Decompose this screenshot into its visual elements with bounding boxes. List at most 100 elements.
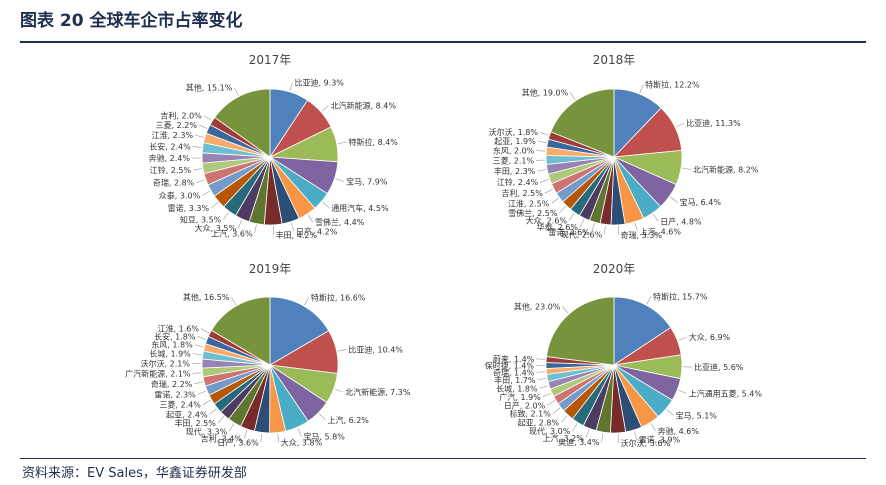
- title-rule: [20, 41, 866, 43]
- leader-line: [194, 344, 204, 348]
- slice-label: 丰田, 4.2%: [276, 230, 318, 240]
- leader-line: [197, 336, 206, 340]
- leader-line: [334, 388, 344, 393]
- slice-label: 宝马, 5.8%: [303, 431, 345, 441]
- slice-label: 广汽, 1.9%: [499, 392, 541, 402]
- leader-line: [682, 167, 692, 170]
- slice-label: 起亚, 2.8%: [518, 418, 560, 427]
- leader-line: [562, 306, 569, 314]
- leader-line: [603, 225, 606, 235]
- slice-label: 长城, 1.9%: [149, 349, 191, 359]
- slice-label: 长安, 2.4%: [149, 141, 191, 151]
- slice-label: 广汽新能源, 2.1%: [125, 369, 191, 379]
- slice-label: 沃尔沃, 3.6%: [621, 438, 671, 448]
- leader-line: [678, 336, 687, 341]
- slice-label: 特斯拉, 12.2%: [645, 80, 700, 90]
- leader-line: [192, 353, 202, 356]
- leader-line: [678, 389, 687, 394]
- leader-line: [652, 213, 659, 222]
- leader-line: [192, 146, 202, 148]
- slice-label: 上汽, 3.6%: [211, 229, 253, 239]
- leader-line: [198, 124, 208, 129]
- slice-label: 北汽新能源, 8.2%: [693, 164, 759, 174]
- slice-label: 现代, 3.3%: [186, 427, 228, 437]
- chart-title: 2018年: [593, 53, 636, 67]
- pie-slice: [613, 296, 672, 366]
- leader-line: [650, 423, 656, 432]
- leader-line: [194, 381, 204, 385]
- leader-line: [203, 115, 212, 121]
- slice-label: 特斯拉, 16.6%: [311, 292, 366, 302]
- leader-line: [634, 222, 638, 232]
- slice-label: 比亚迪, 10.4%: [348, 344, 403, 354]
- leader-line: [202, 190, 211, 196]
- slice-label: 北汽新能源, 8.4%: [331, 101, 397, 111]
- slice-label: 上汽, 3.2%: [542, 433, 584, 443]
- slice-label: 江铃, 2.4%: [497, 177, 539, 187]
- slice-label: 三菱, 2.2%: [156, 120, 198, 130]
- slice-label: 吉利, 2.5%: [501, 188, 543, 198]
- leader-line: [537, 169, 547, 172]
- slice-label: 特斯拉, 15.7%: [653, 291, 708, 301]
- slice-label: 长城, 1.8%: [496, 383, 538, 393]
- leader-line: [335, 178, 345, 182]
- leader-line: [585, 429, 590, 438]
- leader-line: [633, 430, 637, 440]
- slice-label: 上汽通用五菱, 5.4%: [689, 388, 763, 398]
- leader-line: [542, 392, 552, 398]
- leader-line: [646, 296, 652, 305]
- slice-label: 现代, 3.0%: [529, 426, 571, 436]
- leader-line: [321, 105, 329, 112]
- leader-line: [195, 134, 204, 138]
- chart-title: 2019年: [249, 262, 292, 276]
- leader-line: [210, 202, 219, 209]
- leader-line: [540, 179, 549, 183]
- leader-line: [231, 297, 237, 306]
- slice-label: 东风, 2.0%: [493, 145, 535, 155]
- leader-line: [223, 212, 229, 220]
- leader-line: [322, 201, 330, 209]
- pie-slice: [210, 296, 271, 366]
- slice-label: 保时捷, 1.4%: [485, 361, 535, 371]
- pie-slice: [214, 88, 271, 158]
- slice-label: 吉利, 3.4%: [201, 434, 243, 444]
- slice-label: 江淮, 1.6%: [158, 324, 200, 334]
- slice-label: 宝马, 7.9%: [346, 177, 388, 187]
- slice-label: 日产, 2.0%: [504, 400, 546, 410]
- slice-label: 宝马, 6.4%: [680, 197, 722, 207]
- slice-label: 江淮, 2.5%: [508, 199, 550, 209]
- slice-label: 比亚迪, 9.3%: [295, 77, 345, 87]
- slice-label: 其他, 23.0%: [514, 302, 561, 312]
- slice-label: 丰田, 2.5%: [174, 418, 216, 428]
- slice-label: 北汽新能源, 7.3%: [345, 387, 411, 397]
- slice-label: 宝马, 5.1%: [676, 410, 718, 420]
- leader-line: [591, 223, 595, 232]
- chart-title: 2020年: [593, 262, 636, 276]
- leader-line: [196, 179, 205, 183]
- slice-label: 众泰, 3.0%: [159, 191, 201, 201]
- slice-label: 比亚迪, 11.3%: [686, 118, 741, 128]
- slice-label: 大众, 6.9%: [689, 332, 731, 342]
- leader-line: [289, 82, 293, 91]
- pie-slice: [546, 296, 615, 366]
- slice-label: 其他, 15.1%: [186, 83, 233, 93]
- slice-label: 日产, 4.2%: [296, 226, 338, 236]
- leader-line: [617, 433, 619, 443]
- slice-label: 蔚来, 1.4%: [493, 354, 535, 364]
- leader-line: [193, 168, 203, 171]
- slice-label: 日产, 3.6%: [217, 437, 259, 447]
- leader-line: [197, 390, 207, 395]
- slice-label: 吉利, 2.0%: [160, 111, 202, 121]
- slice-label: 雷诺, 2.3%: [154, 389, 196, 399]
- leader-line: [337, 141, 347, 144]
- slice-label: 江铃, 2.5%: [150, 165, 192, 175]
- slice-label: 奔驰, 4.6%: [658, 426, 700, 436]
- slice-label: 大众, 3.5%: [195, 223, 237, 233]
- leader-line: [568, 213, 575, 221]
- leader-line: [536, 371, 546, 373]
- leader-line: [318, 413, 326, 421]
- leader-line: [551, 197, 559, 204]
